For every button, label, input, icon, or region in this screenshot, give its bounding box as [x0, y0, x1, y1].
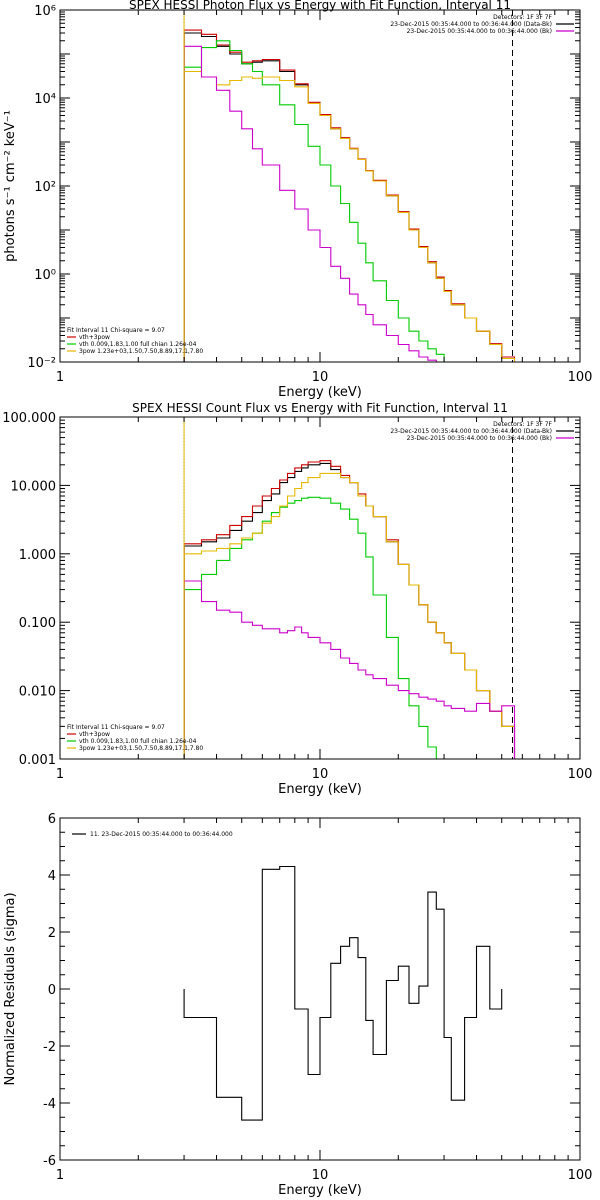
x-tick-label: 100 — [568, 370, 593, 385]
y-tick-label: 2 — [48, 926, 56, 941]
x-tick-label: 1 — [56, 767, 64, 782]
legend-header: Detectors: 1F 3F 7F — [493, 421, 552, 428]
x-axis-label: Energy (keV) — [278, 782, 362, 797]
x-tick-label: 10 — [312, 370, 329, 385]
y-tick-label: -2 — [43, 1040, 56, 1055]
y-tick-label: 0.100 — [19, 616, 56, 631]
legend-entry: 23-Dec-2015 00:35:44.000 to 00:36:44.000… — [407, 435, 552, 442]
y-tick-label: 6 — [48, 812, 56, 827]
legend-entry: vth 0.009,1.83,1.00 full chian 1.26e-04 — [79, 341, 197, 348]
y-tick-label: 100.000 — [2, 411, 56, 426]
x-axis-label: Energy (keV) — [278, 1183, 362, 1198]
y-tick-label: 10.000 — [11, 479, 57, 494]
series-line-bk — [183, 45, 515, 362]
y-tick-label: 0.001 — [19, 753, 56, 768]
x-tick-label: 100 — [568, 767, 593, 782]
residuals-panel: 1 10 100 -6 -4 -2 0 2 4 6 Energy (keV) Normalized R… — [3, 812, 592, 1198]
x-tick-label: 100 — [568, 1168, 593, 1183]
series-line-vth-3pow — [183, 460, 516, 759]
y-tick-label: 10⁻² — [27, 356, 56, 371]
series-line-3pow — [183, 70, 516, 362]
legend-entry: vth+3pow — [79, 731, 110, 738]
count-flux-panel: 1 10 100 0.001 0.010 0.100 1.000 10.000 100.000 S… — [2, 401, 592, 797]
x-tick-label: 1 — [56, 370, 64, 385]
legend-entry: 23-Dec-2015 00:35:44.000 to 00:36:44.000… — [390, 21, 552, 28]
chart-title: SPEX HESSI Count Flux vs Energy with Fit… — [132, 401, 508, 415]
plot-frame — [59, 9, 581, 363]
series-line-vth — [183, 40, 445, 362]
photon-flux-panel: 1 10 100 10⁻² 10⁰ 10² 10⁴ 10⁶ SPEX HESSI Photon … — [3, 0, 592, 400]
y-tick-label: 10⁰ — [34, 268, 56, 283]
series-group — [183, 865, 503, 1121]
y-tick-label: 0 — [48, 983, 56, 998]
legend-entry: 3pow 1.23e+03,1.50,7.50,8.89,17.1,7.80 — [79, 348, 203, 355]
legend-entry: vth+3pow — [79, 334, 110, 341]
x-axis-label: Energy (keV) — [278, 385, 362, 400]
series-line-bk — [183, 580, 516, 759]
series-group — [183, 29, 516, 362]
y-tick-label: 0.010 — [19, 685, 56, 700]
y-tick-label: 1.000 — [19, 548, 56, 563]
y-tick-label: 10⁴ — [34, 92, 56, 107]
legend-header: Detectors: 1F 3F 7F — [493, 14, 552, 21]
x-tick-label: 10 — [312, 767, 329, 782]
y-axis-label: photons s⁻¹ cm⁻² keV⁻¹ — [3, 110, 18, 262]
x-tick-label: 1 — [56, 1168, 64, 1183]
y-tick-label: -6 — [43, 1154, 56, 1169]
legend-header: Fit Interval 11 Chi-square = 9.07 — [67, 327, 165, 334]
y-tick-label: 4 — [48, 869, 56, 884]
legend-entry: 11. 23-Dec-2015 00:35:44.000 to 00:36:44… — [90, 831, 233, 838]
legend-entry: 23-Dec-2015 00:35:44.000 to 00:36:44.000… — [390, 428, 552, 435]
y-tick-label: 10² — [34, 180, 56, 195]
series-group — [183, 460, 516, 759]
y-tick-label: -4 — [43, 1097, 56, 1112]
legend-header: Fit Interval 11 Chi-square = 9.07 — [67, 724, 165, 731]
legend-entry: 3pow 1.23e+03,1.50,7.50,8.89,17.1,7.80 — [79, 745, 203, 752]
chart-title: SPEX HESSI Photon Flux vs Energy with Fi… — [129, 0, 511, 12]
series-line-vth — [183, 496, 445, 759]
legend-entry: 23-Dec-2015 00:35:44.000 to 00:36:44.000… — [407, 28, 552, 35]
x-tick-label: 10 — [312, 1168, 329, 1183]
legend-entry: vth 0.009,1.83,1.00 full chian 1.26e-04 — [79, 738, 197, 745]
y-axis-label: Normalized Residuals (sigma) — [3, 892, 18, 1085]
y-tick-label: 10⁶ — [34, 4, 56, 19]
series-line-3pow — [183, 472, 515, 759]
series-line-data-bk — [183, 462, 516, 759]
series-line-0 — [183, 865, 503, 1121]
